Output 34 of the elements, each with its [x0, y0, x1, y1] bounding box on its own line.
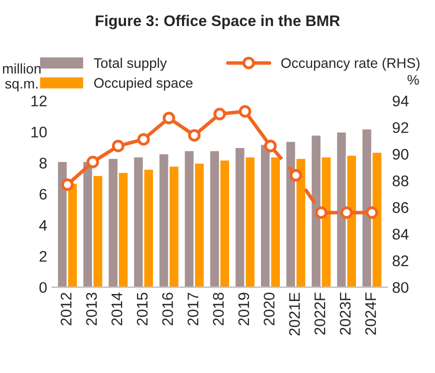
- chart-title: Figure 3: Office Space in the BMR: [96, 14, 340, 30]
- x-tick-label: 2012: [60, 292, 72, 326]
- x-tick-label: 2018: [212, 292, 224, 326]
- y2-tick-label: 82: [392, 255, 408, 266]
- x-tick-label: 2020: [264, 292, 275, 326]
- x-tick-label: 2017: [188, 292, 198, 326]
- y-axis-title: million sq.m.: [2, 63, 41, 92]
- y-tick-label: 4: [39, 220, 47, 231]
- y2-tick-label: 94: [392, 96, 409, 106]
- x-tick-label: 2019: [238, 292, 250, 326]
- legend-label: Occupied space: [94, 78, 193, 91]
- y-tick-label: 8: [40, 158, 47, 169]
- x-tick-label: 2021E: [289, 292, 300, 336]
- y-tick-label: 12: [32, 96, 47, 106]
- x-tick-label: 2016: [162, 292, 174, 326]
- y2-tick-label: 90: [392, 148, 408, 160]
- y-tick-label: 10: [32, 126, 47, 138]
- x-tick-label: 2024F: [365, 292, 376, 335]
- legend-label: Total supply: [94, 58, 167, 71]
- y-tick-label: 0: [39, 282, 47, 293]
- x-tick-label: 2022F: [314, 292, 326, 335]
- x-tick-label: 2014: [111, 292, 122, 326]
- y-tick-label: 6: [40, 188, 47, 200]
- y2-tick-label: 88: [392, 176, 408, 186]
- x-tick-label: 2023F: [340, 292, 351, 335]
- y2-tick-label: 84: [392, 228, 409, 240]
- x-tick-label: 2015: [136, 292, 148, 326]
- legend-label: Occupancy rate (RHS): [281, 58, 420, 71]
- x-tick-label: 2013: [86, 292, 97, 326]
- y2-tick-label: 86: [392, 202, 408, 213]
- y-tick-label: 2: [40, 250, 47, 262]
- y2-tick-label: 92: [392, 122, 408, 134]
- y2-tick-label: 80: [392, 282, 408, 293]
- y2-axis-title: %: [408, 75, 419, 85]
